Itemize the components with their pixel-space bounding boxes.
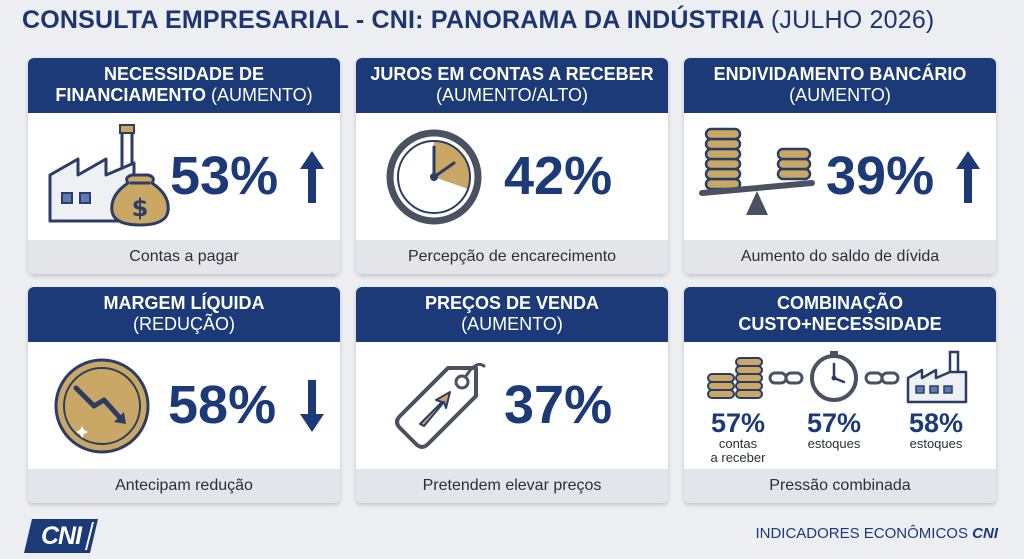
factory-icon <box>906 350 968 404</box>
card-body: 39% <box>684 113 996 240</box>
card-value: 37% <box>504 375 613 435</box>
clock-icon <box>810 351 858 402</box>
card-value: 42% <box>504 146 613 206</box>
factory-money-bag-icon: $ <box>48 124 170 227</box>
card-footer: Antecipam redução <box>28 469 340 503</box>
card-body: 58% <box>28 342 340 469</box>
card-title-line1: JUROS EM CONTAS A RECEBER <box>370 64 654 84</box>
combo-label-estoques-1: estoques <box>807 436 861 451</box>
card-footer: Pressão combinada <box>684 469 996 503</box>
card-header: MARGEM LÍQUIDA (REDUÇÃO) <box>28 287 340 342</box>
card-title-line2: (REDUÇÃO) <box>133 314 235 334</box>
card-body: 57% contas a receber 57% estoques 58% es… <box>684 342 996 469</box>
card-header: COMBINAÇÃO CUSTO+NECESSIDADE <box>684 287 996 342</box>
card-footer: Percepção de encarecimento <box>356 240 668 274</box>
brand-tagline: INDICADORES ECONÔMICOS CNI <box>755 525 998 542</box>
card-title-line2: FINANCIAMENTO (AUMENTO) <box>55 85 313 105</box>
page-title-main: CONSULTA EMPRESARIAL - CNI: PANORAMA DA … <box>22 6 764 34</box>
arrow-up-icon <box>300 151 324 203</box>
card-header: ENDIVIDAMENTO BANCÁRIO (AUMENTO) <box>684 58 996 113</box>
card-value: 58% <box>168 375 277 435</box>
card-title-line1: COMBINAÇÃO <box>777 293 903 313</box>
card-title-line1: NECESSIDADE DE <box>103 64 265 84</box>
card-footer: Pretendem elevar preços <box>356 469 668 503</box>
card-title-line1: MARGEM LÍQUIDA <box>103 293 265 313</box>
combo-label-estoques-2: estoques <box>909 436 963 451</box>
card-juros-contas-receber: JUROS EM CONTAS A RECEBER (AUMENTO/ALTO)… <box>356 58 668 274</box>
arrow-down-icon <box>300 380 324 432</box>
card-body: $ 53% <box>28 113 340 240</box>
card-header: JUROS EM CONTAS A RECEBER (AUMENTO/ALTO) <box>356 58 668 113</box>
card-title-line1: ENDIVIDAMENTO BANCÁRIO <box>713 64 967 84</box>
combo-label-contas: contas a receber <box>710 436 766 465</box>
page-title: CONSULTA EMPRESARIAL - CNI: PANORAMA DA … <box>22 6 1012 40</box>
card-title-line2: (AUMENTO) <box>461 314 563 334</box>
card-title-line2: (AUMENTO) <box>789 85 891 105</box>
page-title-subtitle: (JULHO 2026) <box>770 6 935 34</box>
declining-coin-icon <box>54 358 150 454</box>
card-header: PREÇOS DE VENDA (AUMENTO) <box>356 287 668 342</box>
card-precos-venda: PREÇOS DE VENDA (AUMENTO) 37% Pretendem … <box>356 287 668 503</box>
cni-logo: CNI <box>24 519 98 553</box>
card-margem-liquida: MARGEM LÍQUIDA (REDUÇÃO) 58% Antecipam r… <box>28 287 340 503</box>
arrow-up-icon <box>956 151 980 203</box>
combo-value-estoques-2: 58% <box>908 408 964 438</box>
card-body: 37% <box>356 342 668 469</box>
card-footer: Contas a pagar <box>28 240 340 274</box>
clock-icon <box>386 129 482 225</box>
card-value: 39% <box>826 146 935 206</box>
card-title-line2: CUSTO+NECESSIDADE <box>738 314 942 334</box>
card-value: 53% <box>170 146 279 206</box>
svg-text:$: $ <box>132 194 149 222</box>
combo-value-estoques-1: 57% <box>806 408 862 438</box>
page-footer <box>0 512 1024 559</box>
card-combinacao: COMBINAÇÃO CUSTO+NECESSIDADE <box>684 287 996 503</box>
card-title-line1: PREÇOS DE VENDA <box>424 293 600 313</box>
cni-logo-shape <box>24 519 98 553</box>
card-header: NECESSIDADE DE FINANCIAMENTO (AUMENTO) <box>28 58 340 113</box>
card-body: 42% <box>356 113 668 240</box>
card-title-line2: (AUMENTO/ALTO) <box>435 85 588 105</box>
chain-link-icon <box>768 371 804 385</box>
card-endividamento-bancario: ENDIVIDAMENTO BANCÁRIO (AUMENTO) 39% Aum… <box>684 58 996 274</box>
card-footer: Aumento do saldo de dívida <box>684 240 996 274</box>
card-necessidade-financiamento: NECESSIDADE DE FINANCIAMENTO (AUMENTO) $… <box>28 58 340 274</box>
cni-logo-text: CNI <box>40 522 82 550</box>
coin-scale-icon <box>699 127 815 215</box>
combo-value-contas: 57% <box>710 408 766 438</box>
price-tag-icon <box>395 362 486 449</box>
coin-stack-icon <box>707 357 763 399</box>
chain-link-icon <box>864 371 900 385</box>
